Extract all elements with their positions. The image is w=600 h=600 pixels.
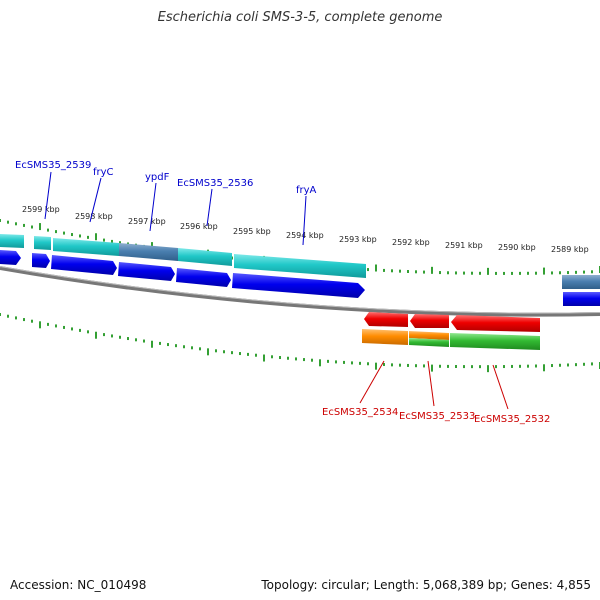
gene-feature[interactable] (178, 248, 232, 266)
ruler-label: 2591 kbp (445, 241, 483, 250)
gene-feature[interactable] (562, 275, 600, 289)
gene-feature[interactable] (362, 329, 408, 345)
label-leader-line (206, 188, 213, 227)
cds-arrow[interactable] (0, 250, 21, 265)
cds-arrow[interactable] (232, 273, 365, 298)
ruler-label: 2590 kbp (498, 243, 536, 252)
ruler-label: 2589 kbp (551, 245, 589, 254)
label-leader-line (149, 182, 157, 232)
gene-feature[interactable] (34, 236, 51, 250)
ruler-label: 2597 kbp (128, 217, 166, 226)
gene-feature[interactable] (450, 333, 540, 350)
reverse-gene-track (362, 329, 540, 350)
cds-arrow[interactable] (51, 255, 117, 275)
cds-arrow[interactable] (32, 253, 50, 268)
ruler-label: 2599 kbp (22, 205, 60, 214)
cds-arrow[interactable] (176, 268, 231, 287)
label-leader-line (359, 360, 385, 404)
gene-label[interactable]: EcSMS35_2536 (177, 178, 253, 189)
gene-label[interactable]: fryA (296, 185, 317, 196)
gene-label[interactable]: EcSMS35_2539 (15, 160, 91, 171)
forward-gene-track (0, 234, 600, 289)
gene-feature[interactable] (409, 338, 449, 347)
gene-label[interactable]: fryC (93, 167, 114, 178)
label-leader-line (89, 177, 102, 223)
gene-feature[interactable] (234, 254, 366, 278)
accession-text: Accession: NC_010498 (10, 578, 147, 592)
gene-label[interactable]: EcSMS35_2534 (322, 407, 398, 418)
gene-label[interactable]: EcSMS35_2533 (399, 411, 475, 422)
label-leader-line (427, 360, 435, 407)
ruler-label: 2593 kbp (339, 235, 377, 244)
cds-arrow[interactable] (410, 314, 449, 328)
ruler-label: 2596 kbp (180, 222, 218, 231)
cds-arrow[interactable] (563, 292, 600, 306)
gene-label[interactable]: EcSMS35_2532 (474, 414, 550, 425)
reverse-ruler-ticks (0, 313, 600, 373)
label-leader-line (302, 195, 307, 246)
gene-feature[interactable] (119, 243, 178, 261)
forward-cds-track (0, 250, 600, 306)
cds-arrow[interactable] (364, 312, 408, 327)
gene-feature[interactable] (0, 234, 24, 248)
ruler-label: 2592 kbp (392, 238, 430, 247)
reverse-cds-track (364, 312, 540, 332)
map-title: Escherichia coli SMS-3-5, complete genom… (157, 10, 443, 25)
cds-arrow[interactable] (118, 262, 175, 281)
label-leader-line (44, 171, 52, 220)
genome-backbone (0, 266, 600, 317)
ruler-label: 2598 kbp (75, 212, 113, 221)
gene-feature[interactable] (53, 238, 119, 256)
genome-summary-text: Topology: circular; Length: 5,068,389 bp… (261, 578, 591, 592)
gene-feature[interactable] (409, 331, 449, 340)
cds-arrow[interactable] (451, 315, 540, 332)
gene-label[interactable]: ypdF (145, 172, 170, 183)
label-leader-line (492, 364, 509, 410)
ruler-label: 2594 kbp (286, 231, 324, 240)
ruler-label: 2595 kbp (233, 227, 271, 236)
